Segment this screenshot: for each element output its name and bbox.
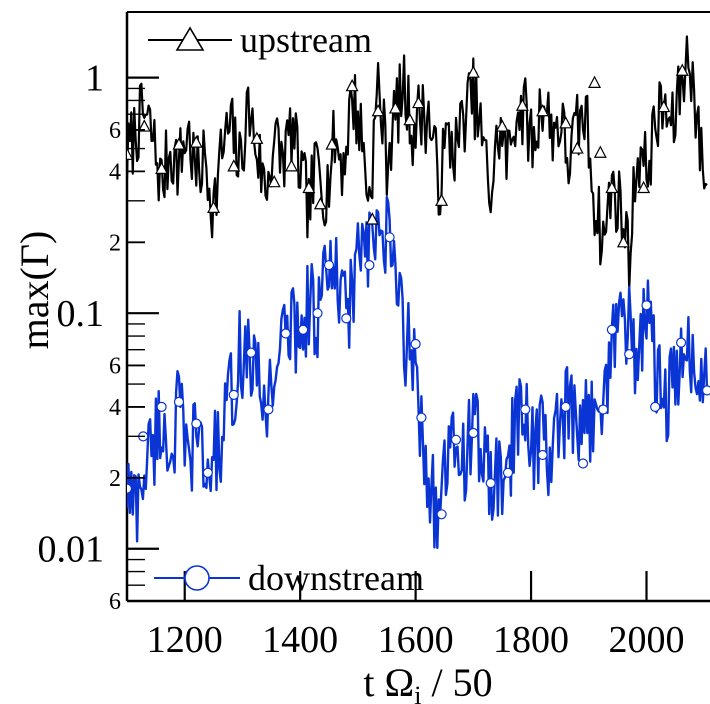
downstream-marker-30 <box>641 300 652 311</box>
downstream-marker-29 <box>624 349 635 360</box>
x-tick-label-1200: 1200 <box>147 619 223 661</box>
series-line-downstream <box>127 195 709 550</box>
upstream-marker-9 <box>285 159 299 172</box>
x-tick-label-1600: 1600 <box>378 619 454 661</box>
x-axis-label-tail: / 50 <box>421 660 492 704</box>
y-minor-tick-label-5: 4 <box>109 159 121 185</box>
upstream-marker-32 <box>675 63 689 76</box>
upstream-marker-22 <box>515 98 529 111</box>
legend-upstream-triangle-icon <box>175 26 205 51</box>
upstream-marker-0 <box>127 147 134 160</box>
legend-downstream: downstream <box>154 558 424 598</box>
downstream-marker-20 <box>468 427 479 439</box>
upstream-marker-16 <box>388 101 402 114</box>
downstream-marker-23 <box>520 404 531 415</box>
downstream-marker-4 <box>191 418 202 429</box>
upstream-marker-18 <box>412 95 425 109</box>
upstream-marker-19 <box>435 193 449 206</box>
downstream-marker-24 <box>537 449 548 461</box>
y-major-tick-label-0.01: 0.01 <box>38 529 105 571</box>
upstream-marker-12 <box>325 137 339 150</box>
downstream-marker-25 <box>560 401 571 412</box>
series-line-upstream <box>127 35 708 291</box>
upstream-marker-26 <box>588 75 602 89</box>
upstream-marker-1 <box>137 119 151 132</box>
downstream-marker-14 <box>364 260 375 271</box>
upstream-marker-30 <box>637 180 651 194</box>
downstream-marker-33 <box>702 385 710 396</box>
upstream-marker-25 <box>570 141 584 154</box>
legend-upstream-label: upstream <box>240 20 372 60</box>
upstream-marker-31 <box>657 99 671 113</box>
downstream-marker-7 <box>246 347 257 358</box>
downstream-marker-10 <box>298 324 309 335</box>
upstream-marker-29 <box>616 235 630 248</box>
upstream-marker-17 <box>403 112 417 126</box>
downstream-marker-28 <box>606 324 618 335</box>
downstream-marker-16 <box>410 338 421 350</box>
downstream-marker-31 <box>650 401 661 412</box>
upstream-marker-3 <box>172 137 186 150</box>
y-minor-tick-label-4: 2 <box>109 230 121 256</box>
upstream-marker-24 <box>559 116 573 129</box>
upstream-marker-10 <box>302 180 316 194</box>
upstream-marker-4 <box>189 135 203 148</box>
legend-upstream: upstream <box>148 20 372 60</box>
downstream-marker-6 <box>228 389 239 400</box>
downstream-marker-22 <box>502 467 514 478</box>
y-minor-tick-label-2: 4 <box>109 395 121 421</box>
upstream-marker-7 <box>250 131 264 144</box>
downstream-marker-2 <box>156 401 167 412</box>
downstream-marker-19 <box>450 434 462 445</box>
upstream-marker-21 <box>495 119 509 132</box>
downstream-marker-13 <box>341 313 352 324</box>
x-tick-label-1800: 1800 <box>493 619 569 661</box>
downstream-marker-5 <box>202 467 213 478</box>
x-tick-label-1400: 1400 <box>262 619 338 661</box>
x-axis-label-subscript: i <box>414 681 421 704</box>
upstream-marker-20 <box>466 65 480 78</box>
upstream-marker-23 <box>536 103 550 117</box>
upstream-marker-28 <box>605 180 619 194</box>
y-minor-tick-label-1: 2 <box>109 466 121 492</box>
upstream-marker-27 <box>593 145 607 158</box>
downstream-marker-21 <box>485 478 496 489</box>
y-major-tick-label-0.1: 0.1 <box>57 293 105 335</box>
upstream-marker-14 <box>365 212 379 225</box>
legend-downstream-label: downstream <box>248 558 424 598</box>
downstream-marker-17 <box>416 412 427 423</box>
y-minor-tick-label-0: 6 <box>109 589 121 615</box>
upstream-marker-11 <box>313 196 327 210</box>
upstream-marker-8 <box>267 174 281 188</box>
y-major-tick-label-1: 1 <box>85 58 104 100</box>
y-minor-tick-label-3: 6 <box>109 353 121 379</box>
downstream-marker-8 <box>263 404 274 415</box>
downstream-marker-11 <box>312 308 323 319</box>
x-axis-label-main: t Ω <box>363 660 414 704</box>
x-axis-label: t Ωi / 50 <box>363 660 492 704</box>
upstream-marker-2 <box>155 161 169 174</box>
upstream-marker-13 <box>345 78 359 92</box>
upstream-marker-15 <box>371 103 385 117</box>
downstream-marker-18 <box>436 509 447 520</box>
y-axis-label: max(Γ) <box>12 231 57 350</box>
downstream-marker-32 <box>675 337 687 348</box>
downstream-marker-26 <box>577 458 589 469</box>
x-tick-label-2000: 2000 <box>609 619 685 661</box>
downstream-marker-3 <box>173 396 185 407</box>
downstream-marker-12 <box>323 260 335 271</box>
legend-downstream-circle-icon <box>184 565 210 591</box>
downstream-marker-9 <box>280 328 291 339</box>
downstream-marker-27 <box>598 404 609 415</box>
y-minor-tick-label-6: 6 <box>109 118 121 144</box>
downstream-marker-15 <box>384 232 395 243</box>
upstream-marker-6 <box>227 159 241 172</box>
downstream-marker-0 <box>127 483 133 494</box>
series-layer <box>127 35 709 550</box>
upstream-marker-5 <box>207 200 221 213</box>
marker-layer <box>127 63 710 520</box>
